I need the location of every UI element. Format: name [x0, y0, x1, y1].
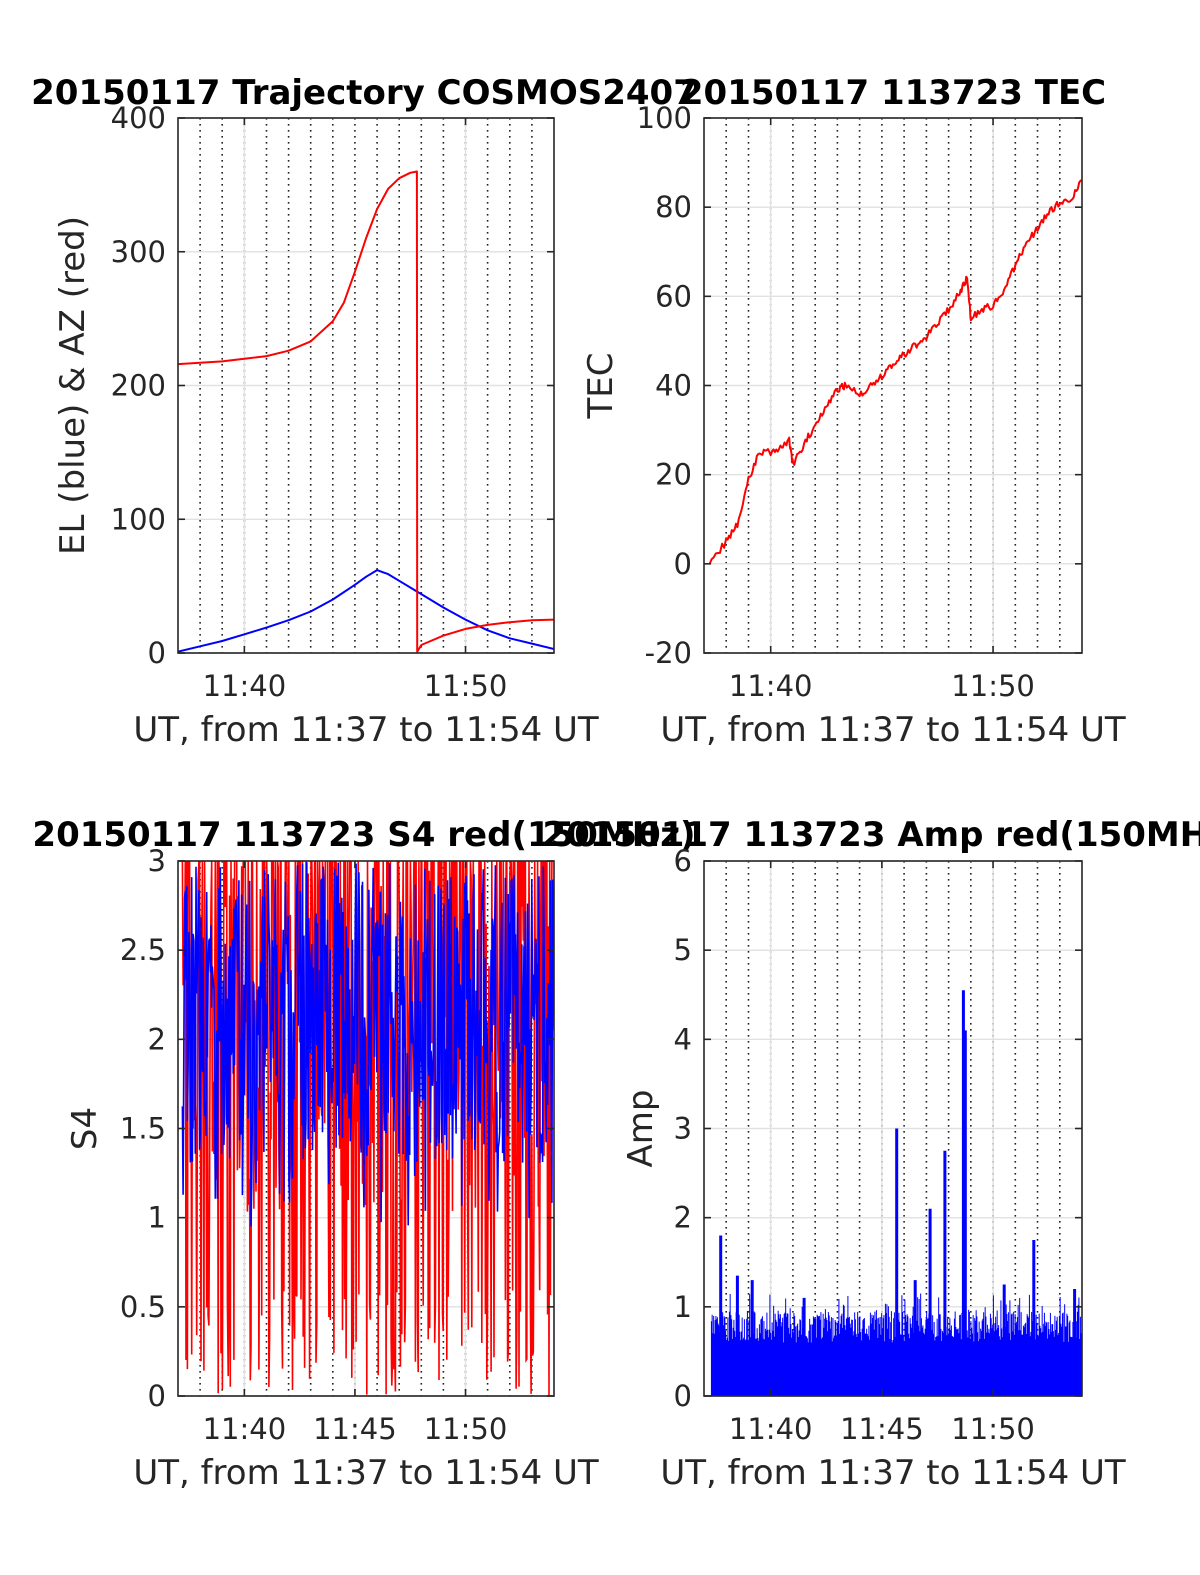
y-tick-label: 80 [655, 190, 692, 224]
y-tick-label: 0 [148, 636, 166, 670]
x-axis-label: UT, from 11:37 to 11:54 UT [133, 710, 599, 750]
y-tick-label: 400 [111, 101, 166, 135]
plot-area [181, 861, 554, 1396]
x-tick-label: 11:50 [951, 1412, 1035, 1446]
y-tick-label: 0 [674, 1379, 692, 1413]
y-tick-label: 6 [674, 844, 692, 878]
x-axis-label: UT, from 11:37 to 11:54 UT [660, 1453, 1126, 1493]
series-el [178, 569, 554, 653]
y-tick-label: 1.5 [120, 1112, 166, 1146]
plot-area [710, 990, 1082, 1396]
y-tick-label: 2 [674, 1201, 692, 1235]
chart-tec: -20 0 20 40 60 80 100 11:40 11:50 UT, from 11:37 … [581, 73, 1126, 750]
x-axis-label: UT, from 11:37 to 11:54 UT [660, 710, 1126, 750]
y-tick-label: 0 [674, 547, 692, 581]
x-tick-label: 11:40 [729, 1412, 813, 1446]
x-tick-label: 11:45 [313, 1412, 397, 1446]
y-tick-label: 1 [674, 1290, 692, 1324]
series-tec [708, 179, 1082, 565]
chart-title: 20150117 113723 Amp red(150MHz) [542, 815, 1200, 855]
y-tick-label: 4 [674, 1022, 692, 1056]
y-axis-label: EL (blue) & AZ (red) [53, 216, 93, 555]
plot-area [178, 170, 554, 653]
chart-title: 20150117 Trajectory COSMOS2407 [31, 73, 697, 113]
y-axis-label: S4 [65, 1107, 105, 1150]
y-tick-label: 0 [148, 1379, 166, 1413]
chart-title: 20150117 113723 TEC [680, 73, 1106, 113]
y-tick-label: 300 [111, 235, 166, 269]
chart-title: 20150117 113723 S4 red(150MHz) [32, 815, 695, 855]
series-az [178, 170, 554, 653]
y-tick-label: 3 [148, 844, 166, 878]
y-axis-label: TEC [581, 353, 621, 420]
y-tick-label: 2.5 [120, 933, 166, 967]
y-tick-label: 100 [637, 101, 692, 135]
x-axis-label: UT, from 11:37 to 11:54 UT [133, 1453, 599, 1493]
x-tick-label: 11:50 [424, 669, 508, 703]
x-tick-label: 11:50 [951, 669, 1035, 703]
y-tick-label: 200 [111, 369, 166, 403]
y-tick-label: 40 [655, 369, 692, 403]
y-tick-label: 20 [655, 458, 692, 492]
y-tick-label: 2 [148, 1022, 166, 1056]
y-tick-label: 60 [655, 279, 692, 313]
y-tick-label: 1 [148, 1201, 166, 1235]
series-blue [181, 862, 554, 1227]
y-tick-label: 5 [674, 933, 692, 967]
y-axis-label: Amp [621, 1090, 661, 1168]
x-tick-label: 11:40 [203, 669, 287, 703]
x-tick-label: 11:40 [203, 1412, 287, 1446]
y-tick-label: 100 [111, 502, 166, 536]
plot-area [708, 179, 1082, 565]
y-tick-label: 3 [674, 1112, 692, 1146]
chart-s4: 0 0.5 1 1.5 2 2.5 3 11:40 11:45 11:50 UT, from 11:… [32, 815, 695, 1493]
x-tick-label: 11:50 [424, 1412, 508, 1446]
y-tick-label: 0.5 [120, 1290, 166, 1324]
x-tick-label: 11:40 [729, 669, 813, 703]
chart-amp: 0 1 2 3 4 5 6 11:40 11:45 11:50 UT, from 11:37 to … [542, 815, 1200, 1493]
x-tick-label: 11:45 [840, 1412, 924, 1446]
y-tick-label: -20 [645, 636, 692, 670]
